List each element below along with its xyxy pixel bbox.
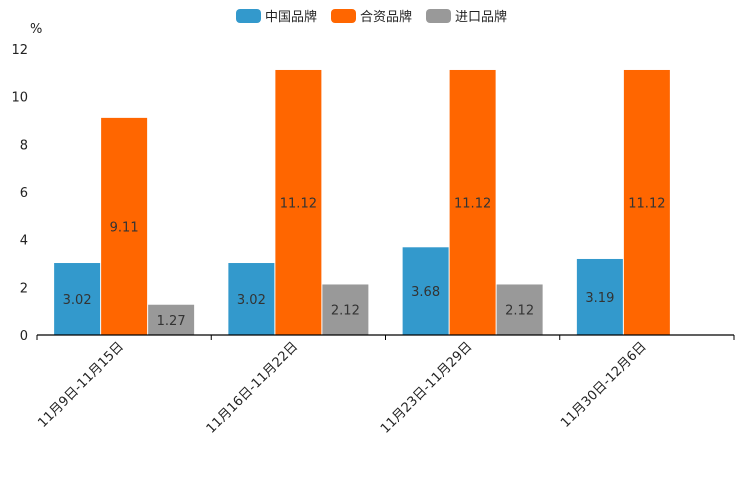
- y-tick-label: 0: [20, 329, 28, 344]
- data-label: 3.68: [411, 285, 440, 300]
- x-category-label: 11月23日-11月29日: [378, 339, 475, 436]
- y-axis: 0 2 4 6 8 10 12: [11, 43, 28, 344]
- legend-swatch: [331, 9, 356, 23]
- data-label: 11.12: [454, 196, 491, 211]
- bars: 3.02 9.11 1.27 3.02 11.12 2.12 3.68 11.12 2.12 3.…: [54, 69, 670, 336]
- data-label: 3.19: [585, 291, 614, 306]
- bar: [101, 117, 148, 336]
- bar: [623, 69, 670, 336]
- bar: [228, 263, 275, 335]
- bar: [275, 69, 322, 336]
- legend-swatch: [236, 9, 261, 23]
- legend-label: 合资品牌: [360, 9, 412, 25]
- bar: [322, 284, 369, 335]
- y-tick-label: 8: [20, 138, 28, 153]
- y-tick-label: 4: [20, 234, 28, 249]
- y-tick-label: 12: [11, 43, 28, 58]
- bar: [496, 284, 543, 335]
- legend: 中国品牌 合资品牌 进口品牌: [236, 9, 507, 25]
- y-axis-unit-label: %: [30, 22, 42, 37]
- data-label: 11.12: [280, 196, 317, 211]
- legend-label: 进口品牌: [455, 9, 507, 25]
- bar: [449, 69, 496, 336]
- data-label: 11.12: [628, 196, 665, 211]
- y-tick-label: 2: [20, 281, 28, 296]
- x-category-label: 11月30日-12月6日: [558, 339, 650, 431]
- bar: [148, 304, 195, 335]
- data-label: 3.02: [237, 293, 266, 308]
- data-label: 3.02: [63, 293, 92, 308]
- data-label: 1.27: [157, 314, 186, 329]
- x-category-label: 11月16日-11月22日: [204, 339, 301, 436]
- data-label: 2.12: [505, 304, 534, 319]
- y-tick-label: 10: [11, 91, 28, 106]
- x-axis: 11月9日-11月15日 11月16日-11月22日 11月23日-11月29日 11…: [35, 334, 735, 437]
- bar: [54, 263, 101, 335]
- data-label: 2.12: [331, 304, 360, 319]
- x-category-label: 11月9日-11月15日: [35, 339, 127, 431]
- bar: [576, 258, 623, 335]
- legend-label: 中国品牌: [265, 9, 317, 25]
- y-tick-label: 6: [20, 186, 28, 201]
- bar: [402, 247, 449, 335]
- legend-swatch: [426, 9, 451, 23]
- data-label: 9.11: [110, 220, 139, 235]
